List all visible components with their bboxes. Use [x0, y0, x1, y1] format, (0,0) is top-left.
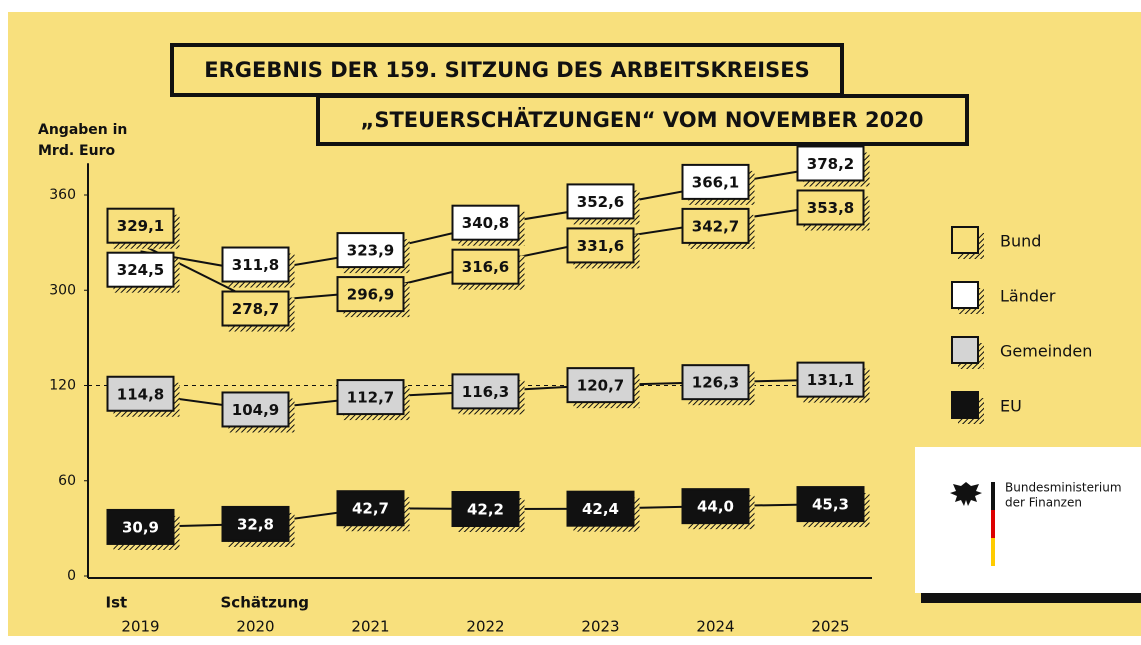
data-label: 316,6: [462, 258, 509, 276]
point-box: [566, 183, 635, 220]
x-tick-label: 2025: [811, 618, 849, 636]
logo-text: der Finanzen: [1005, 496, 1082, 510]
point-box: [106, 508, 175, 545]
legend-swatch: [951, 281, 979, 309]
data-label: 126,3: [692, 374, 739, 392]
logo-stripe: [991, 538, 995, 566]
data-label: 114,8: [117, 385, 164, 403]
data-label: 30,9: [122, 518, 159, 536]
point-box: [106, 251, 175, 288]
point-box: [681, 364, 750, 401]
title-box: [316, 94, 969, 146]
data-label: 131,1: [807, 371, 854, 389]
point-box: [566, 227, 635, 264]
point-box: [681, 488, 750, 525]
data-label: 323,9: [347, 242, 394, 260]
x-tick-label: 2023: [581, 618, 619, 636]
data-label: 352,6: [577, 193, 624, 211]
point-box: [336, 232, 405, 269]
x-group-label: Ist: [106, 594, 128, 612]
point-box: [566, 490, 635, 527]
logo-text: Bundesministerium: [1005, 481, 1122, 495]
point-box: [566, 367, 635, 404]
y-tick-label: 300: [49, 282, 76, 298]
data-label: 116,3: [462, 383, 509, 401]
x-tick-label: 2020: [236, 618, 274, 636]
data-label: 278,7: [232, 300, 279, 318]
legend-label: Gemeinden: [1000, 342, 1092, 361]
point-box: [221, 391, 290, 428]
x-group-label: Schätzung: [221, 594, 310, 612]
data-label: 329,1: [117, 217, 164, 235]
logo-box: [915, 447, 1141, 593]
x-tick-label: 2021: [351, 618, 389, 636]
legend-swatch: [951, 336, 979, 364]
y-axis-label: Mrd. Euro: [38, 143, 115, 159]
data-label: 324,5: [117, 261, 164, 279]
logo-stripe: [991, 482, 995, 510]
y-tick-label: 0: [67, 568, 76, 584]
y-tick-label: 60: [58, 473, 76, 489]
data-label: 296,9: [347, 286, 394, 304]
point-box: [451, 248, 520, 285]
logo-stripe: [991, 510, 995, 538]
data-label: 42,4: [582, 500, 619, 518]
point-box: [106, 375, 175, 412]
point-box: [796, 145, 865, 182]
data-label: 112,7: [347, 389, 394, 407]
point-box: [451, 491, 520, 528]
data-label: 311,8: [232, 256, 279, 274]
legend-swatch: [951, 226, 979, 254]
data-label: 45,3: [812, 496, 849, 514]
data-label: 366,1: [692, 173, 739, 191]
point-box: [796, 486, 865, 523]
point-box: [336, 276, 405, 313]
point-box: [681, 207, 750, 244]
data-label: 342,7: [692, 217, 739, 235]
point-box: [221, 246, 290, 283]
x-tick-label: 2024: [696, 618, 734, 636]
y-tick-label: 360: [49, 187, 76, 203]
y-axis-label: Angaben in: [38, 122, 127, 138]
data-label: 44,0: [697, 498, 734, 516]
point-box: [221, 505, 290, 542]
point-box: [451, 373, 520, 410]
chart-title: ERGEBNIS DER 159. SITZUNG DES ARBEITSKRE…: [204, 58, 809, 82]
y-tick-label: 120: [49, 378, 76, 394]
legend-label: EU: [1000, 397, 1022, 416]
point-box: [106, 207, 175, 244]
x-tick-label: 2019: [121, 618, 159, 636]
logo-eagle: [950, 482, 982, 506]
chart-title: „STEUERSCHÄTZUNGEN“ VOM NOVEMBER 2020: [361, 107, 924, 132]
point-box: [451, 204, 520, 241]
x-tick-label: 2022: [466, 618, 504, 636]
data-label: 340,8: [462, 214, 509, 232]
data-label: 104,9: [232, 401, 279, 419]
legend-label: Bund: [1000, 232, 1041, 251]
point-box: [796, 361, 865, 398]
data-label: 378,2: [807, 155, 854, 173]
point-box: [796, 189, 865, 226]
legend-label: Länder: [1000, 287, 1056, 306]
legend-swatch: [951, 391, 979, 419]
data-label: 32,8: [237, 515, 274, 533]
data-label: 353,8: [807, 199, 854, 217]
data-label: 42,7: [352, 500, 389, 518]
data-label: 331,6: [577, 237, 624, 255]
data-label: 120,7: [577, 377, 624, 395]
point-box: [336, 490, 405, 527]
point-box: [681, 163, 750, 200]
point-box: [336, 379, 405, 416]
data-label: 42,2: [467, 501, 504, 519]
point-box: [221, 290, 290, 327]
title-box: [170, 43, 844, 97]
